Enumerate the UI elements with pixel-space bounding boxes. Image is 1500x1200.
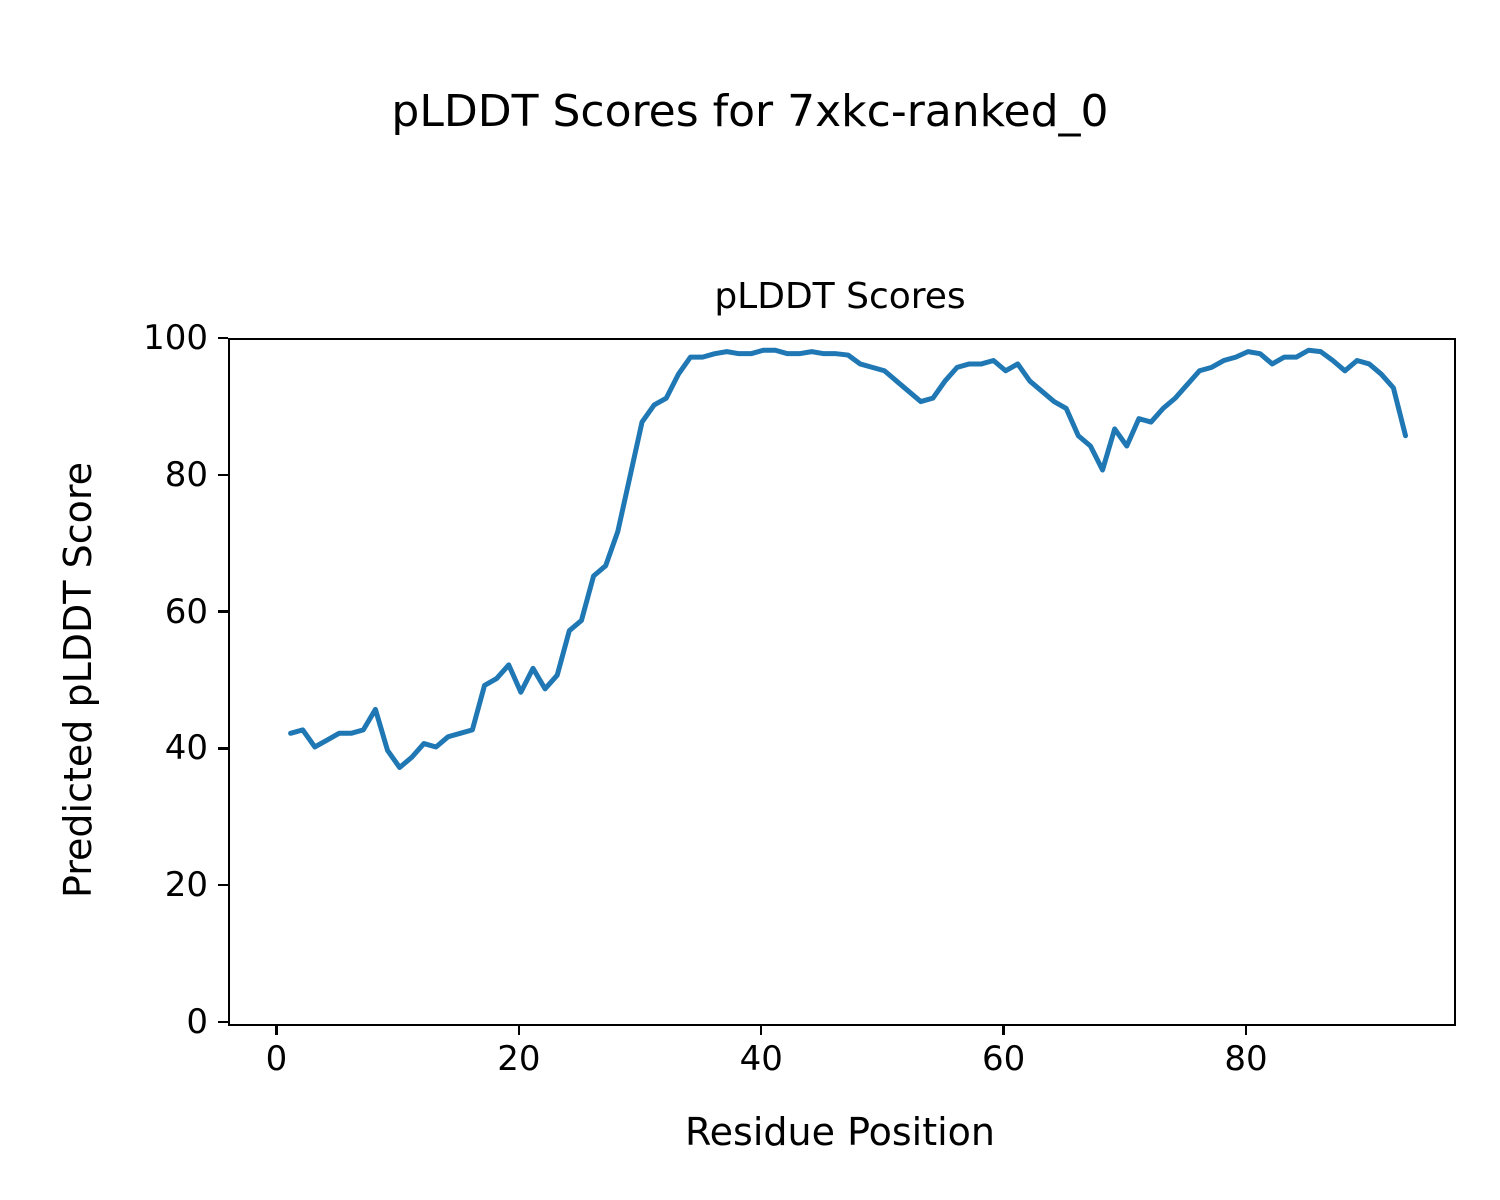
- x-axis-label: Residue Position: [684, 1110, 996, 1154]
- y-tick-label: 60: [164, 591, 208, 632]
- x-tick-label: 80: [1224, 1039, 1268, 1079]
- x-tick-mark: [759, 1024, 763, 1035]
- figure-suptitle: pLDDT Scores for 7xkc-ranked_0: [391, 86, 1109, 137]
- y-tick-mark: [218, 883, 228, 887]
- x-tick-label: 40: [739, 1039, 783, 1079]
- x-tick-label: 20: [497, 1039, 541, 1079]
- x-tick-mark: [275, 1024, 278, 1035]
- y-tick-label: 80: [164, 454, 208, 495]
- y-tick-mark: [218, 610, 228, 613]
- y-tick-mark: [218, 336, 228, 340]
- y-tick-label: 40: [164, 728, 208, 769]
- x-tick-label: 60: [981, 1039, 1026, 1079]
- y-tick-mark: [218, 747, 228, 750]
- y-tick-label: 0: [186, 1002, 208, 1042]
- pladt-line-series: [288, 347, 1409, 770]
- y-tick-mark: [218, 473, 228, 477]
- x-tick-label: 0: [265, 1039, 288, 1079]
- y-tick-mark: [218, 1020, 228, 1024]
- x-tick-mark: [1002, 1024, 1005, 1035]
- plot-canvas: [288, 347, 1409, 770]
- y-tick-label: 20: [164, 865, 208, 906]
- y-axis-label: Predicted pLDDT Score: [56, 462, 100, 898]
- plot-area: [228, 338, 1456, 1026]
- axes-title: pLDDT Scores: [714, 276, 966, 317]
- x-tick-mark: [517, 1024, 521, 1035]
- x-tick-mark: [1244, 1024, 1248, 1035]
- y-tick-label: 100: [143, 318, 208, 358]
